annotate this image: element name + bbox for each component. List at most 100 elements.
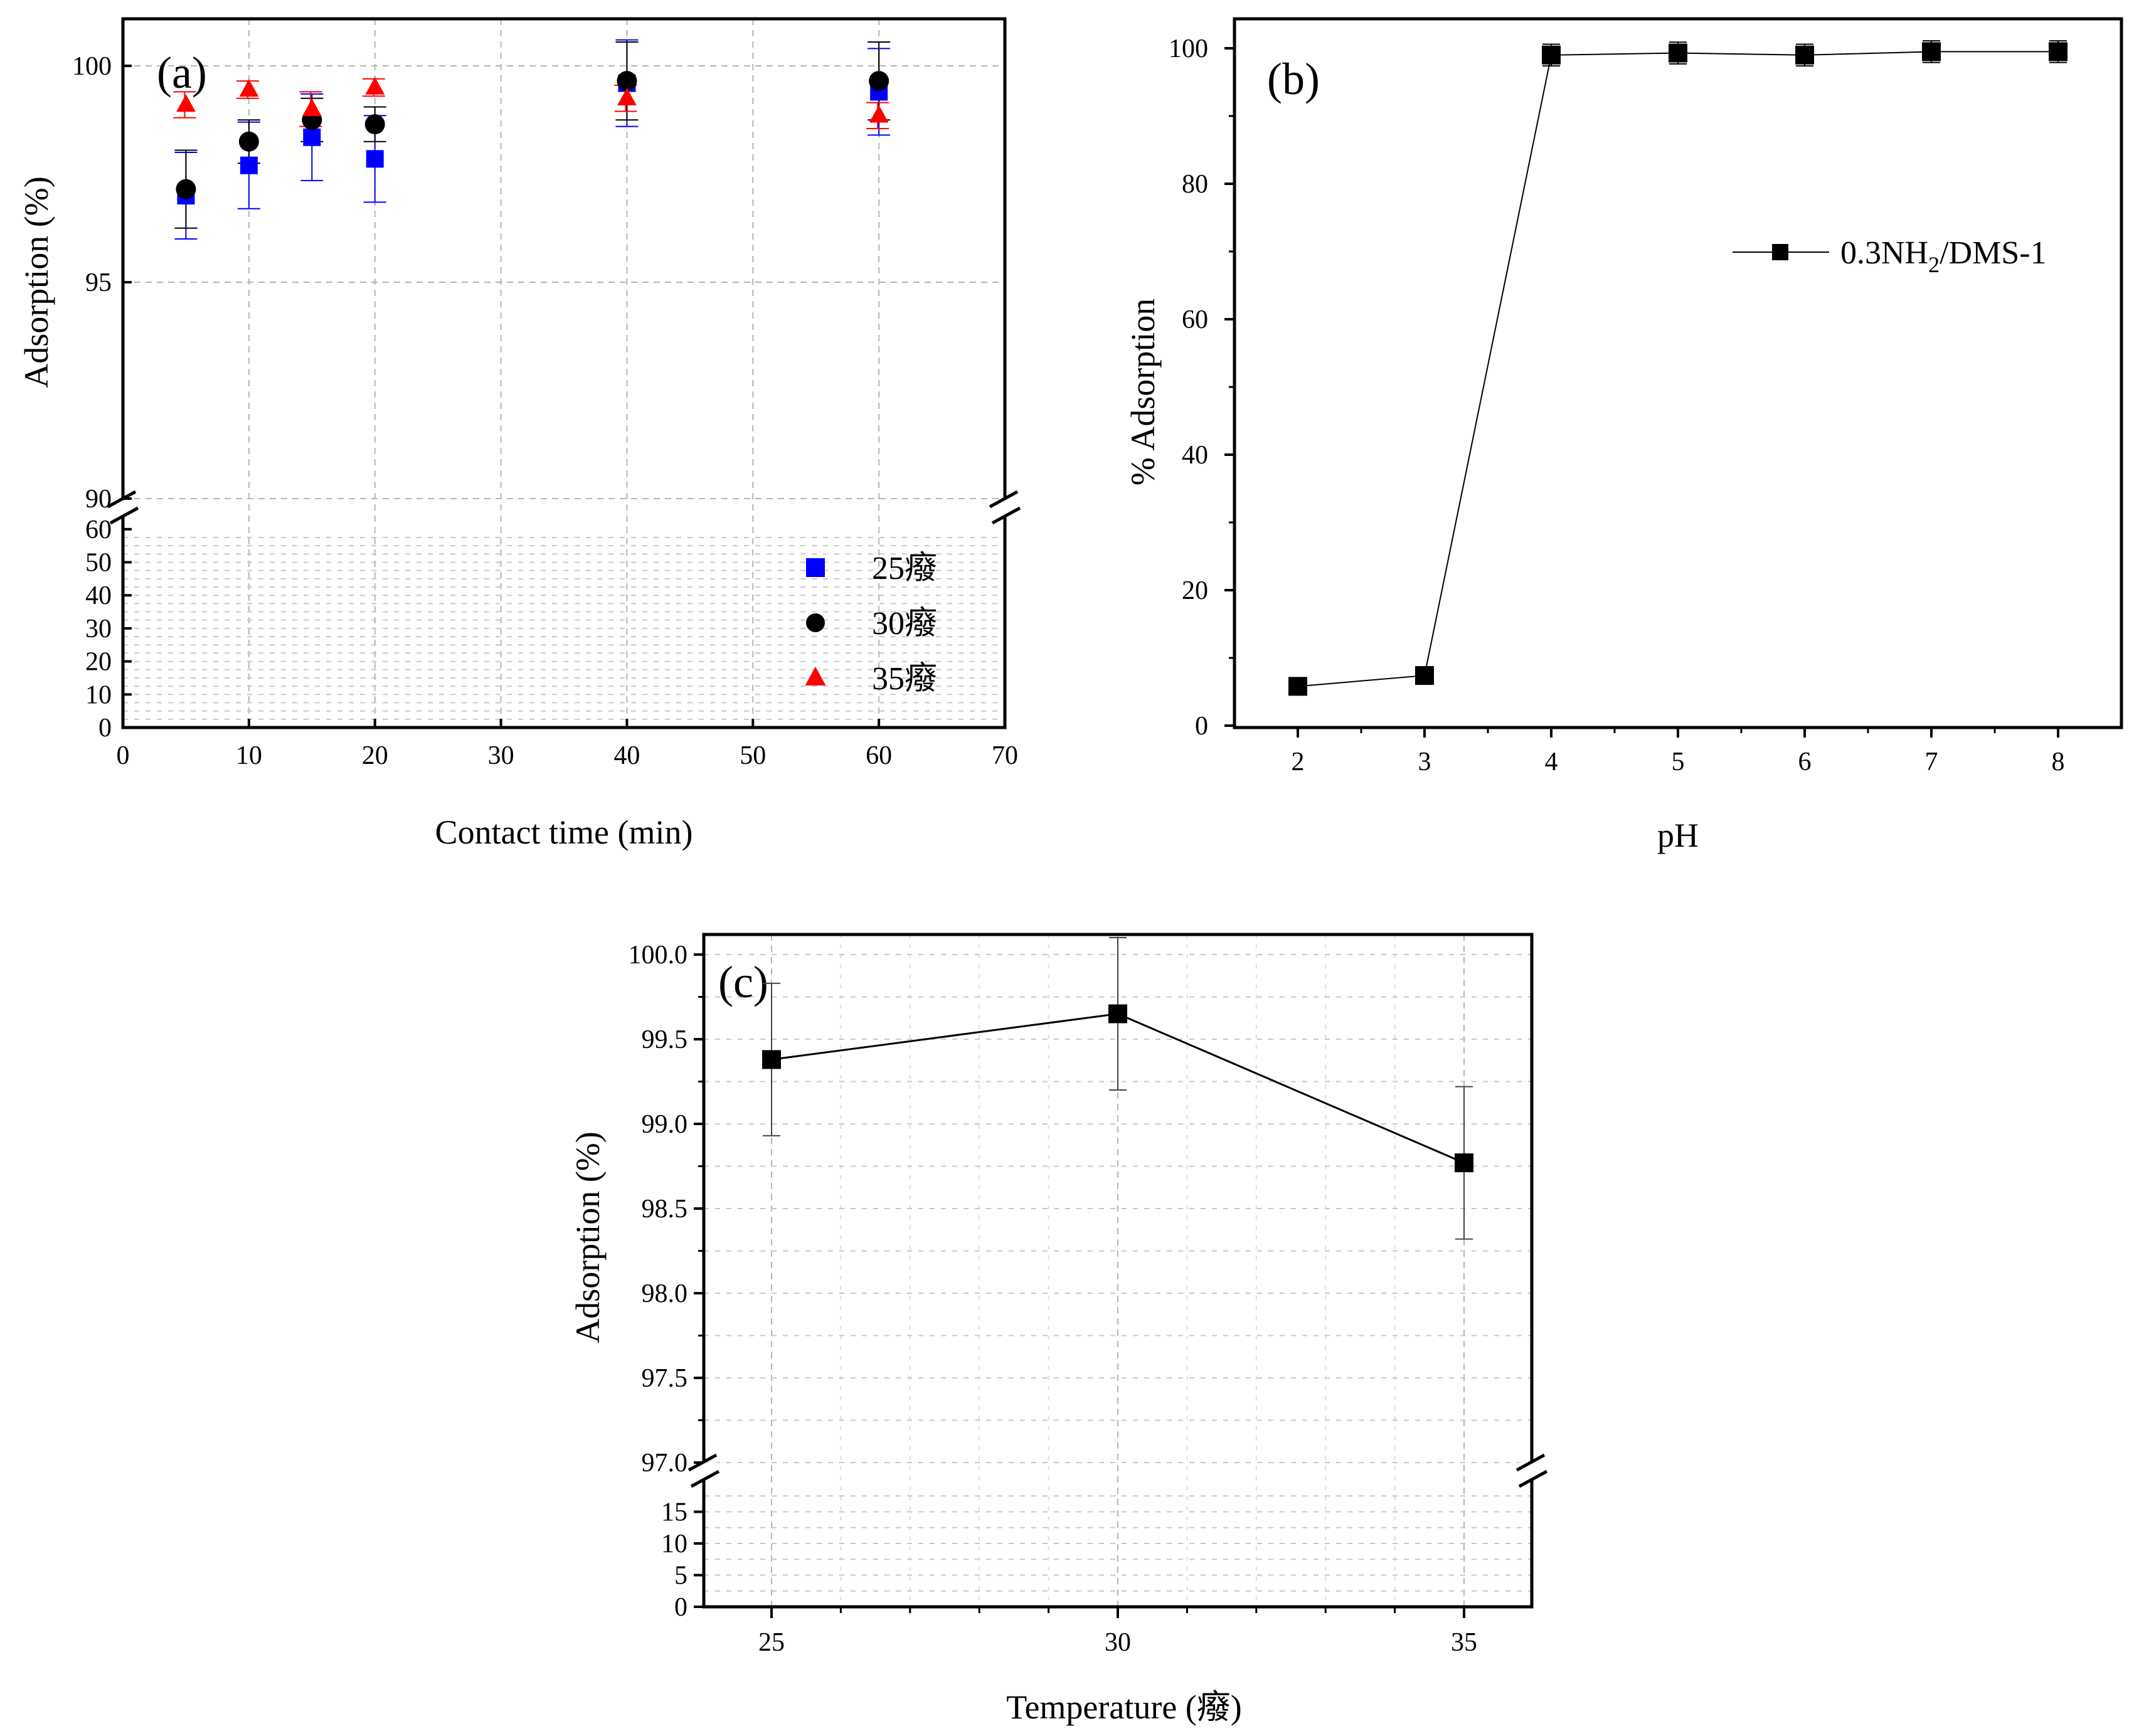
legend-label: 25癈 bbox=[872, 551, 937, 586]
axis-break-slash-b-0 bbox=[690, 1469, 720, 1488]
y-tick-label-lower: 30 bbox=[85, 615, 112, 643]
chart-panel-a: 0 10 20 30 40 50 60 70 90 95 100 0 10 20 30 40 50 60 Conta… bbox=[18, 17, 1021, 851]
x-tick-label: 35 bbox=[1451, 1628, 1477, 1657]
legend-label-tail: /DMS-1 bbox=[1940, 235, 2046, 271]
data-point-triangle bbox=[365, 77, 385, 95]
y-tick-label-lower: 0 bbox=[674, 1593, 687, 1622]
data-point-square bbox=[1455, 1153, 1473, 1173]
data-point-triangle bbox=[239, 79, 259, 97]
y-tick-label-lower: 10 bbox=[85, 680, 112, 709]
y-tick-label-upper: 99.0 bbox=[642, 1110, 688, 1139]
axis-break-slash-a-1 bbox=[1515, 1453, 1546, 1472]
x-tick-label: 10 bbox=[236, 741, 262, 770]
y-axis-label: Adsorption (%) bbox=[18, 176, 55, 388]
axis-break-gap-0 bbox=[109, 499, 137, 517]
x-tick-label: 60 bbox=[866, 741, 892, 770]
x-tick-label: 6 bbox=[1798, 748, 1812, 776]
legend-marker-0 bbox=[806, 558, 825, 577]
y-tick-label: 80 bbox=[1182, 170, 1208, 199]
y-tick-label-upper: 95 bbox=[85, 268, 112, 297]
x-tick-label: 3 bbox=[1418, 748, 1431, 776]
data-point-square bbox=[1288, 677, 1307, 696]
x-tick-label: 20 bbox=[362, 741, 388, 770]
x-tick-label: 0 bbox=[117, 741, 130, 770]
data-point-square bbox=[1542, 45, 1561, 65]
x-tick-label: 5 bbox=[1672, 748, 1685, 776]
data-point-square bbox=[240, 156, 258, 174]
data-point-square bbox=[2049, 42, 2067, 61]
y-tick-label-lower: 60 bbox=[85, 516, 112, 544]
y-tick-label-upper: 98.5 bbox=[642, 1195, 688, 1224]
panel-label-b: (b) bbox=[1267, 54, 1320, 104]
axis-break-slash-b-0 bbox=[109, 506, 139, 525]
chart-panel-c: 25 30 35 97.0 97.5 98.0 98.5 99.0 99.5 100.0 0 5 10 1… bbox=[569, 933, 1548, 1726]
legend-marker-1 bbox=[806, 613, 825, 632]
x-tick-label: 2 bbox=[1292, 748, 1305, 776]
data-point-square bbox=[1415, 666, 1434, 685]
y-tick-label-upper: 100.0 bbox=[629, 941, 688, 970]
axis-break-slash-b-1 bbox=[991, 506, 1021, 525]
x-tick-label: 30 bbox=[1105, 1628, 1131, 1657]
y-tick-label-lower: 15 bbox=[661, 1498, 687, 1527]
x-tick-label: 30 bbox=[488, 741, 514, 770]
y-tick-label-upper: 98.0 bbox=[642, 1279, 688, 1308]
x-tick-label: 8 bbox=[2052, 748, 2065, 776]
plot-frame bbox=[121, 17, 1007, 729]
data-point-square bbox=[1795, 45, 1814, 65]
data-point-square bbox=[366, 150, 384, 168]
axis-break-gap-1 bbox=[991, 499, 1019, 517]
y-tick-label-lower: 10 bbox=[661, 1530, 687, 1559]
x-axis-label: Contact time (min) bbox=[435, 813, 693, 851]
data-point-circle bbox=[176, 179, 196, 199]
axis-break-slash-a-1 bbox=[989, 490, 1019, 509]
legend-marker-2 bbox=[805, 667, 826, 685]
data-point-square bbox=[1922, 42, 1941, 61]
x-axis-label: Temperature (癈) bbox=[1006, 1688, 1242, 1726]
data-point-square bbox=[1669, 43, 1687, 63]
legend-label: 30癈 bbox=[872, 606, 937, 642]
legend-label: 35癈 bbox=[872, 661, 937, 697]
data-point-triangle bbox=[617, 87, 637, 105]
data-point-circle bbox=[869, 71, 889, 92]
legend-label-sub: 2 bbox=[1928, 252, 1940, 277]
y-tick-label-lower: 40 bbox=[85, 581, 112, 610]
panel-label-c: (c) bbox=[718, 957, 768, 1007]
legend-marker bbox=[1772, 244, 1788, 260]
y-tick-label: 0 bbox=[1195, 712, 1208, 741]
y-tick-label: 100 bbox=[1169, 34, 1208, 63]
y-tick-label-upper: 100 bbox=[72, 52, 112, 81]
legend-label-main: 0.3NH bbox=[1840, 235, 1928, 271]
y-tick-label-lower: 50 bbox=[85, 549, 112, 578]
x-tick-label: 40 bbox=[613, 741, 640, 770]
x-tick-label: 7 bbox=[1925, 748, 1938, 776]
y-tick-label: 40 bbox=[1182, 441, 1208, 470]
data-point-circle bbox=[617, 71, 637, 92]
y-tick-label-lower: 0 bbox=[98, 714, 112, 743]
y-tick-label-upper: 99.5 bbox=[642, 1025, 688, 1054]
y-axis-label: Adsorption (%) bbox=[569, 1131, 607, 1343]
y-tick-label-upper: 90 bbox=[85, 485, 112, 514]
data-point-triangle bbox=[302, 98, 322, 117]
panel-label-a: (a) bbox=[157, 48, 207, 98]
data-point-circle bbox=[238, 131, 259, 152]
plot-frame bbox=[1233, 17, 2123, 729]
axis-break-slash-a-0 bbox=[107, 490, 137, 509]
data-point-square bbox=[762, 1050, 781, 1069]
y-tick-label-lower: 5 bbox=[674, 1562, 687, 1590]
y-tick-label-upper: 97.0 bbox=[642, 1449, 688, 1478]
series-line bbox=[1297, 51, 2058, 687]
y-tick-label: 20 bbox=[1182, 576, 1208, 605]
y-tick-label: 60 bbox=[1182, 305, 1208, 334]
x-tick-label: 4 bbox=[1545, 748, 1558, 776]
x-axis-label: pH bbox=[1657, 817, 1699, 854]
data-point-triangle bbox=[869, 105, 889, 123]
legend-label: 0.3NH2/DMS-1 bbox=[1840, 235, 2047, 277]
axis-break-gap-1 bbox=[1518, 1463, 1546, 1480]
y-axis-label: % Adsorption bbox=[1124, 299, 1162, 486]
data-point-square bbox=[303, 128, 321, 146]
data-point-triangle bbox=[176, 94, 196, 112]
x-tick-label: 50 bbox=[740, 741, 766, 770]
axis-break-slash-b-1 bbox=[1518, 1469, 1548, 1488]
